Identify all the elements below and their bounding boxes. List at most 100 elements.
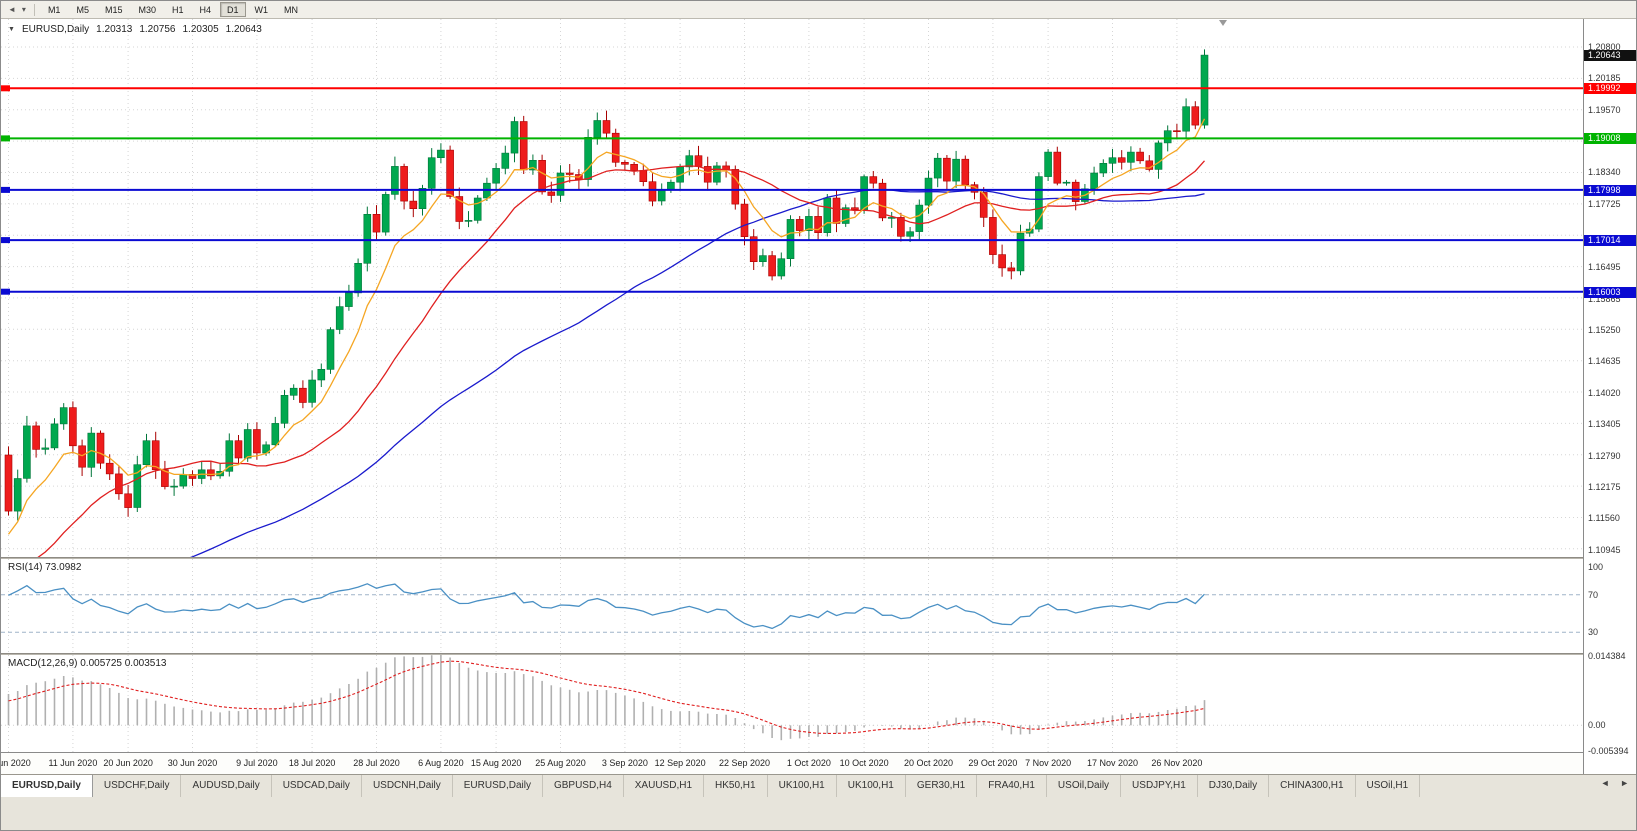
chart-tab[interactable]: CHINA300,H1 [1269,775,1356,797]
price-axis-label: 1.19570 [1588,104,1621,115]
timeframe-button-D1[interactable]: D1 [220,2,246,17]
rsi-label: RSI(14) 73.0982 [8,562,82,573]
timeframe-button-M15[interactable]: M15 [104,5,123,15]
tab-scroll-arrows[interactable]: ◄ ► [1600,778,1633,788]
bottom-bar: EURUSD,Daily USDCHF,Daily AUDUSD,Daily USDC… [1,774,1636,830]
toolbar-separator [33,3,35,16]
timeframe-button-H1[interactable]: H1 [172,5,184,15]
toolbar: ◄ ▾ M1 M5 M15 M30 H1 H4 D1 W1 MN [1,1,1636,19]
rsi-axis-label: 100 [1588,561,1604,572]
macd-panel: MACD(12,26,9) 0.005725 0.003513 [1,655,1583,752]
price-level-tag: 1.17014 [1584,235,1636,247]
date-tick: 29 Oct 2020 [968,758,1018,768]
chart-symbol-label: EURUSD,Daily [21,24,90,35]
macd-axis-label: 0.014384 [1588,650,1626,661]
timeframe-buttons: M1 M5 M15 M30 H1 H4 D1 W1 MN [40,2,306,17]
macd-histogram [7,655,1206,741]
price-axis-label: 1.14635 [1588,356,1621,367]
chart-tab[interactable]: USOil,H1 [1356,775,1421,797]
chart-tab[interactable]: UK100,H1 [837,775,906,797]
main-price-chart[interactable] [1,19,1583,557]
macd-axis-label: -0.005394 [1588,746,1629,757]
date-tick: 25 Aug 2020 [535,758,586,768]
chart-low-value: 1.20305 [182,24,219,35]
horizontal-levels [1,85,1583,295]
chart-tab[interactable]: FRA40,H1 [977,775,1047,797]
price-axis-label: 1.18340 [1588,167,1621,178]
panel-divider[interactable] [1,557,1636,559]
price-axis-label: 1.20800 [1588,42,1621,53]
price-axis-label: 1.15865 [1588,293,1621,304]
price-axis-label: 1.13405 [1588,419,1621,430]
date-tick: 20 Jun 2020 [103,758,153,768]
date-tick: 28 Jul 2020 [353,758,400,768]
chart-tab[interactable]: USOil,Daily [1047,775,1122,797]
price-axis-label: 1.11560 [1588,513,1620,524]
moving-averages [7,118,1206,557]
timeframe-button-M1[interactable]: M1 [47,5,61,15]
scroll-back-icon[interactable]: ◄ [8,5,16,14]
chart-tab[interactable]: EURUSD,Daily [453,775,543,797]
price-level-tag: 1.17998 [1584,184,1636,196]
date-tick: 3 Sep 2020 [601,758,648,768]
chart-tab[interactable]: USDCHF,Daily [93,775,182,797]
panel-divider[interactable] [1,653,1636,655]
price-axis[interactable]: 1.20800 1.20185 1.19570 1.18340 1.17725 1.164… [1583,19,1636,774]
chart-open-value: 1.20313 [96,24,133,35]
timeframe-button-MN[interactable]: MN [284,5,299,15]
rsi-axis-label: 70 [1588,589,1599,600]
date-tick: 18 Jul 2020 [288,758,336,768]
rsi-axis-label: 30 [1588,627,1599,638]
date-tick: 26 Nov 2020 [1151,758,1203,768]
time-axis[interactable]: 2 Jun 2020 11 Jun 2020 20 Jun 2020 30 Jun 2… [1,752,1583,774]
timeframe-button-M30[interactable]: M30 [138,5,156,15]
price-axis-label: 1.12175 [1588,481,1621,492]
date-tick: 17 Nov 2020 [1086,758,1139,768]
price-axis-label: 1.10945 [1588,544,1621,555]
rsi-panel: RSI(14) 73.0982 [1,559,1583,653]
chart-tab[interactable]: EURUSD,Daily [1,775,93,797]
chart-tabs: EURUSD,Daily USDCHF,Daily AUDUSD,Daily USDC… [1,775,1636,797]
rsi-chart[interactable] [1,559,1583,653]
chart-tab[interactable]: GBPUSD,H4 [543,775,624,797]
chart-tab[interactable]: XAUUSD,H1 [624,775,705,797]
date-tick: 7 Nov 2020 [1025,758,1072,768]
chart-tab[interactable]: DJ30,Daily [1198,775,1270,797]
macd-axis-label: 0.00 [1588,720,1606,731]
timeframe-button-W1[interactable]: W1 [254,5,269,15]
chart-close-value: 1.20643 [225,24,262,35]
rsi-line [8,583,1205,630]
price-level-tag: 1.16003 [1584,286,1636,298]
date-tick: 10 Oct 2020 [839,758,889,768]
chart-tab[interactable]: USDCNH,Daily [362,775,453,797]
date-tick: 9 Jul 2020 [236,758,278,768]
chart-tab[interactable]: USDCAD,Daily [272,775,362,797]
shift-marker-icon [1219,20,1227,26]
price-axis-label: 1.14020 [1588,387,1621,398]
chart-tab[interactable]: AUDUSD,Daily [181,775,272,797]
chart-tab[interactable]: GER30,H1 [906,775,978,797]
price-axis-label: 1.20185 [1588,73,1621,84]
main-chart-panel: ▼ EURUSD,Daily 1.20313 1.20756 1.20305 1… [1,19,1583,557]
dropdown-icon[interactable]: ▾ [21,5,26,14]
timeframe-button-H4[interactable]: H4 [199,5,212,15]
price-level-tag: 1.19008 [1584,133,1636,145]
price-axis-label: 1.16495 [1588,261,1621,272]
macd-chart[interactable] [1,655,1583,752]
chart-tab[interactable]: UK100,H1 [768,775,837,797]
timeframe-button-M5[interactable]: M5 [76,5,89,15]
chart-collapse-icon[interactable]: ▼ [8,26,15,33]
chart-header: ▼ EURUSD,Daily 1.20313 1.20756 1.20305 1… [8,24,262,35]
macd-label: MACD(12,26,9) 0.005725 0.003513 [8,658,167,669]
price-axis-label: 1.17725 [1588,198,1621,209]
date-tick: 2 Jun 2020 [1,758,31,768]
date-tick: 11 Jun 2020 [48,758,98,768]
date-tick: 20 Oct 2020 [903,758,954,768]
chart-tab[interactable]: USDJPY,H1 [1121,775,1198,797]
candles-group [4,49,1209,521]
chart-tab[interactable]: HK50,H1 [704,775,768,797]
date-tick: 30 Jun 2020 [167,758,218,768]
chart-high-value: 1.20756 [139,24,176,35]
date-tick: 12 Sep 2020 [654,758,706,768]
